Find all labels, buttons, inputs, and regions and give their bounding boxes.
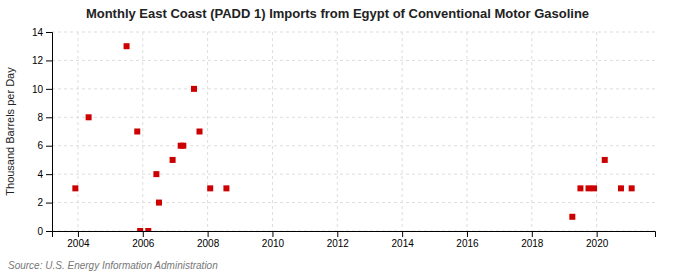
point — [577, 185, 583, 191]
y-tick-label: 10 — [32, 84, 44, 95]
y-tick-mark — [46, 203, 52, 204]
x-tick-mark — [597, 231, 598, 237]
x-tick-label: 2012 — [327, 238, 350, 249]
point — [602, 157, 608, 163]
point — [629, 185, 635, 191]
grid-line-x — [596, 32, 597, 231]
x-tick: 2016 — [456, 231, 479, 249]
point — [618, 185, 624, 191]
point — [145, 228, 151, 231]
y-tick-mark — [46, 89, 52, 90]
y-axis: 0 2 4 6 8 10 12 14 — [32, 27, 53, 237]
y-tick: 4 — [37, 169, 52, 180]
x-tick: 2018 — [521, 231, 544, 249]
y-tick-label: 8 — [37, 112, 43, 123]
x-tick-mark — [402, 231, 403, 237]
x-tick: 2006 — [132, 231, 155, 249]
x-tick-label: 2010 — [262, 238, 285, 249]
x-tick-label: 2004 — [67, 238, 90, 249]
point — [223, 185, 229, 191]
grid-line-x — [272, 32, 273, 231]
y-tick-label: 14 — [32, 27, 44, 38]
x-tick-mark — [532, 231, 533, 237]
grid-line-x — [207, 32, 208, 231]
chart: 2004 2006 2008 2010 2012 2014 2016 2018 2020 0 2 4 6… — [0, 0, 675, 275]
grid-line-x — [531, 32, 532, 231]
point — [153, 171, 159, 177]
point — [191, 86, 197, 92]
point — [591, 185, 597, 191]
x-axis: 2004 2006 2008 2010 2012 2014 2016 2018 2020 — [53, 231, 656, 249]
grid-line-x — [402, 32, 403, 231]
y-tick-mark — [46, 60, 52, 61]
y-tick: 12 — [32, 55, 52, 66]
x-axis-line — [53, 232, 656, 238]
grid-line-y — [52, 32, 655, 33]
x-tick-mark — [78, 231, 79, 237]
x-tick-mark — [337, 231, 338, 237]
y-axis-title: Thousand Barrels per Day — [4, 67, 16, 196]
y-tick: 6 — [37, 140, 52, 151]
point — [124, 43, 130, 49]
x-tick-label: 2020 — [586, 238, 609, 249]
x-tick-mark — [143, 231, 144, 237]
y-tick: 0 — [37, 226, 52, 237]
grid-line-y — [52, 117, 655, 118]
plot-area: 2004 2006 2008 2010 2012 2014 2016 2018 2020 0 2 4 6… — [32, 27, 656, 249]
x-tick-label: 2016 — [456, 238, 479, 249]
x-tick: 2004 — [67, 231, 90, 249]
points — [72, 43, 634, 231]
y-axis-line — [46, 33, 53, 232]
point — [569, 214, 575, 220]
y-tick: 14 — [32, 27, 52, 38]
y-tick-mark — [46, 146, 52, 147]
x-tick: 2008 — [197, 231, 220, 249]
point — [156, 200, 162, 206]
x-tick: 2014 — [392, 231, 415, 249]
grid-line-y — [52, 174, 655, 175]
point — [586, 185, 592, 191]
y-tick-mark — [46, 117, 52, 118]
annotation: Source: U.S. Energy Information Administ… — [8, 260, 218, 271]
x-tick-mark — [272, 231, 273, 237]
point — [86, 114, 92, 120]
x-tick: 2010 — [262, 231, 285, 249]
y-tick: 10 — [32, 84, 52, 95]
point — [207, 185, 213, 191]
grid-line-y — [52, 202, 655, 203]
x-tick-label: 2008 — [197, 238, 220, 249]
point — [197, 129, 203, 135]
x-tick-mark — [208, 231, 209, 237]
y-tick-label: 4 — [37, 169, 43, 180]
y-tick-mark — [46, 231, 52, 232]
point — [180, 143, 186, 149]
y-tick-label: 6 — [37, 140, 43, 151]
point — [170, 157, 176, 163]
point — [137, 228, 143, 231]
point — [72, 185, 78, 191]
y-tick-mark — [46, 32, 52, 33]
grid-line-y — [52, 60, 655, 61]
y-tick: 8 — [37, 112, 52, 123]
x-tick-label: 2014 — [392, 238, 415, 249]
grid-line-x — [466, 32, 467, 231]
grid — [52, 32, 655, 231]
y-tick-label: 12 — [32, 55, 44, 66]
grid-line-x — [142, 32, 143, 231]
x-tick-label: 2018 — [521, 238, 544, 249]
x-tick-mark — [467, 231, 468, 237]
title: Monthly East Coast (PADD 1) Imports from… — [86, 6, 589, 21]
grid-line-x — [77, 32, 78, 231]
x-tick: 2020 — [586, 231, 609, 249]
y-tick-label: 2 — [37, 197, 43, 208]
grid-line-y — [52, 88, 655, 89]
grid-line-x — [337, 32, 338, 231]
y-tick-label: 0 — [37, 226, 43, 237]
y-tick: 2 — [37, 197, 52, 208]
grid-line-y — [52, 145, 655, 146]
y-tick-mark — [46, 174, 52, 175]
x-tick: 2012 — [327, 231, 350, 249]
x-tick-label: 2006 — [132, 238, 155, 249]
point — [134, 129, 140, 135]
